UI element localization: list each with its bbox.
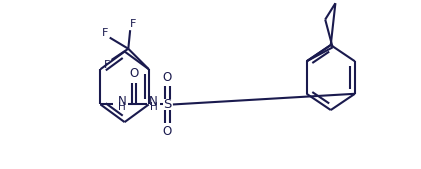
Text: O: O	[163, 125, 172, 138]
Text: H: H	[149, 102, 157, 112]
Text: N: N	[117, 95, 126, 108]
Text: H: H	[118, 102, 126, 112]
Text: N: N	[149, 95, 158, 108]
Text: F: F	[104, 59, 110, 69]
Text: S: S	[163, 98, 171, 111]
Text: O: O	[129, 67, 139, 80]
Text: F: F	[130, 19, 136, 29]
Text: F: F	[102, 28, 108, 38]
Text: O: O	[163, 71, 172, 84]
